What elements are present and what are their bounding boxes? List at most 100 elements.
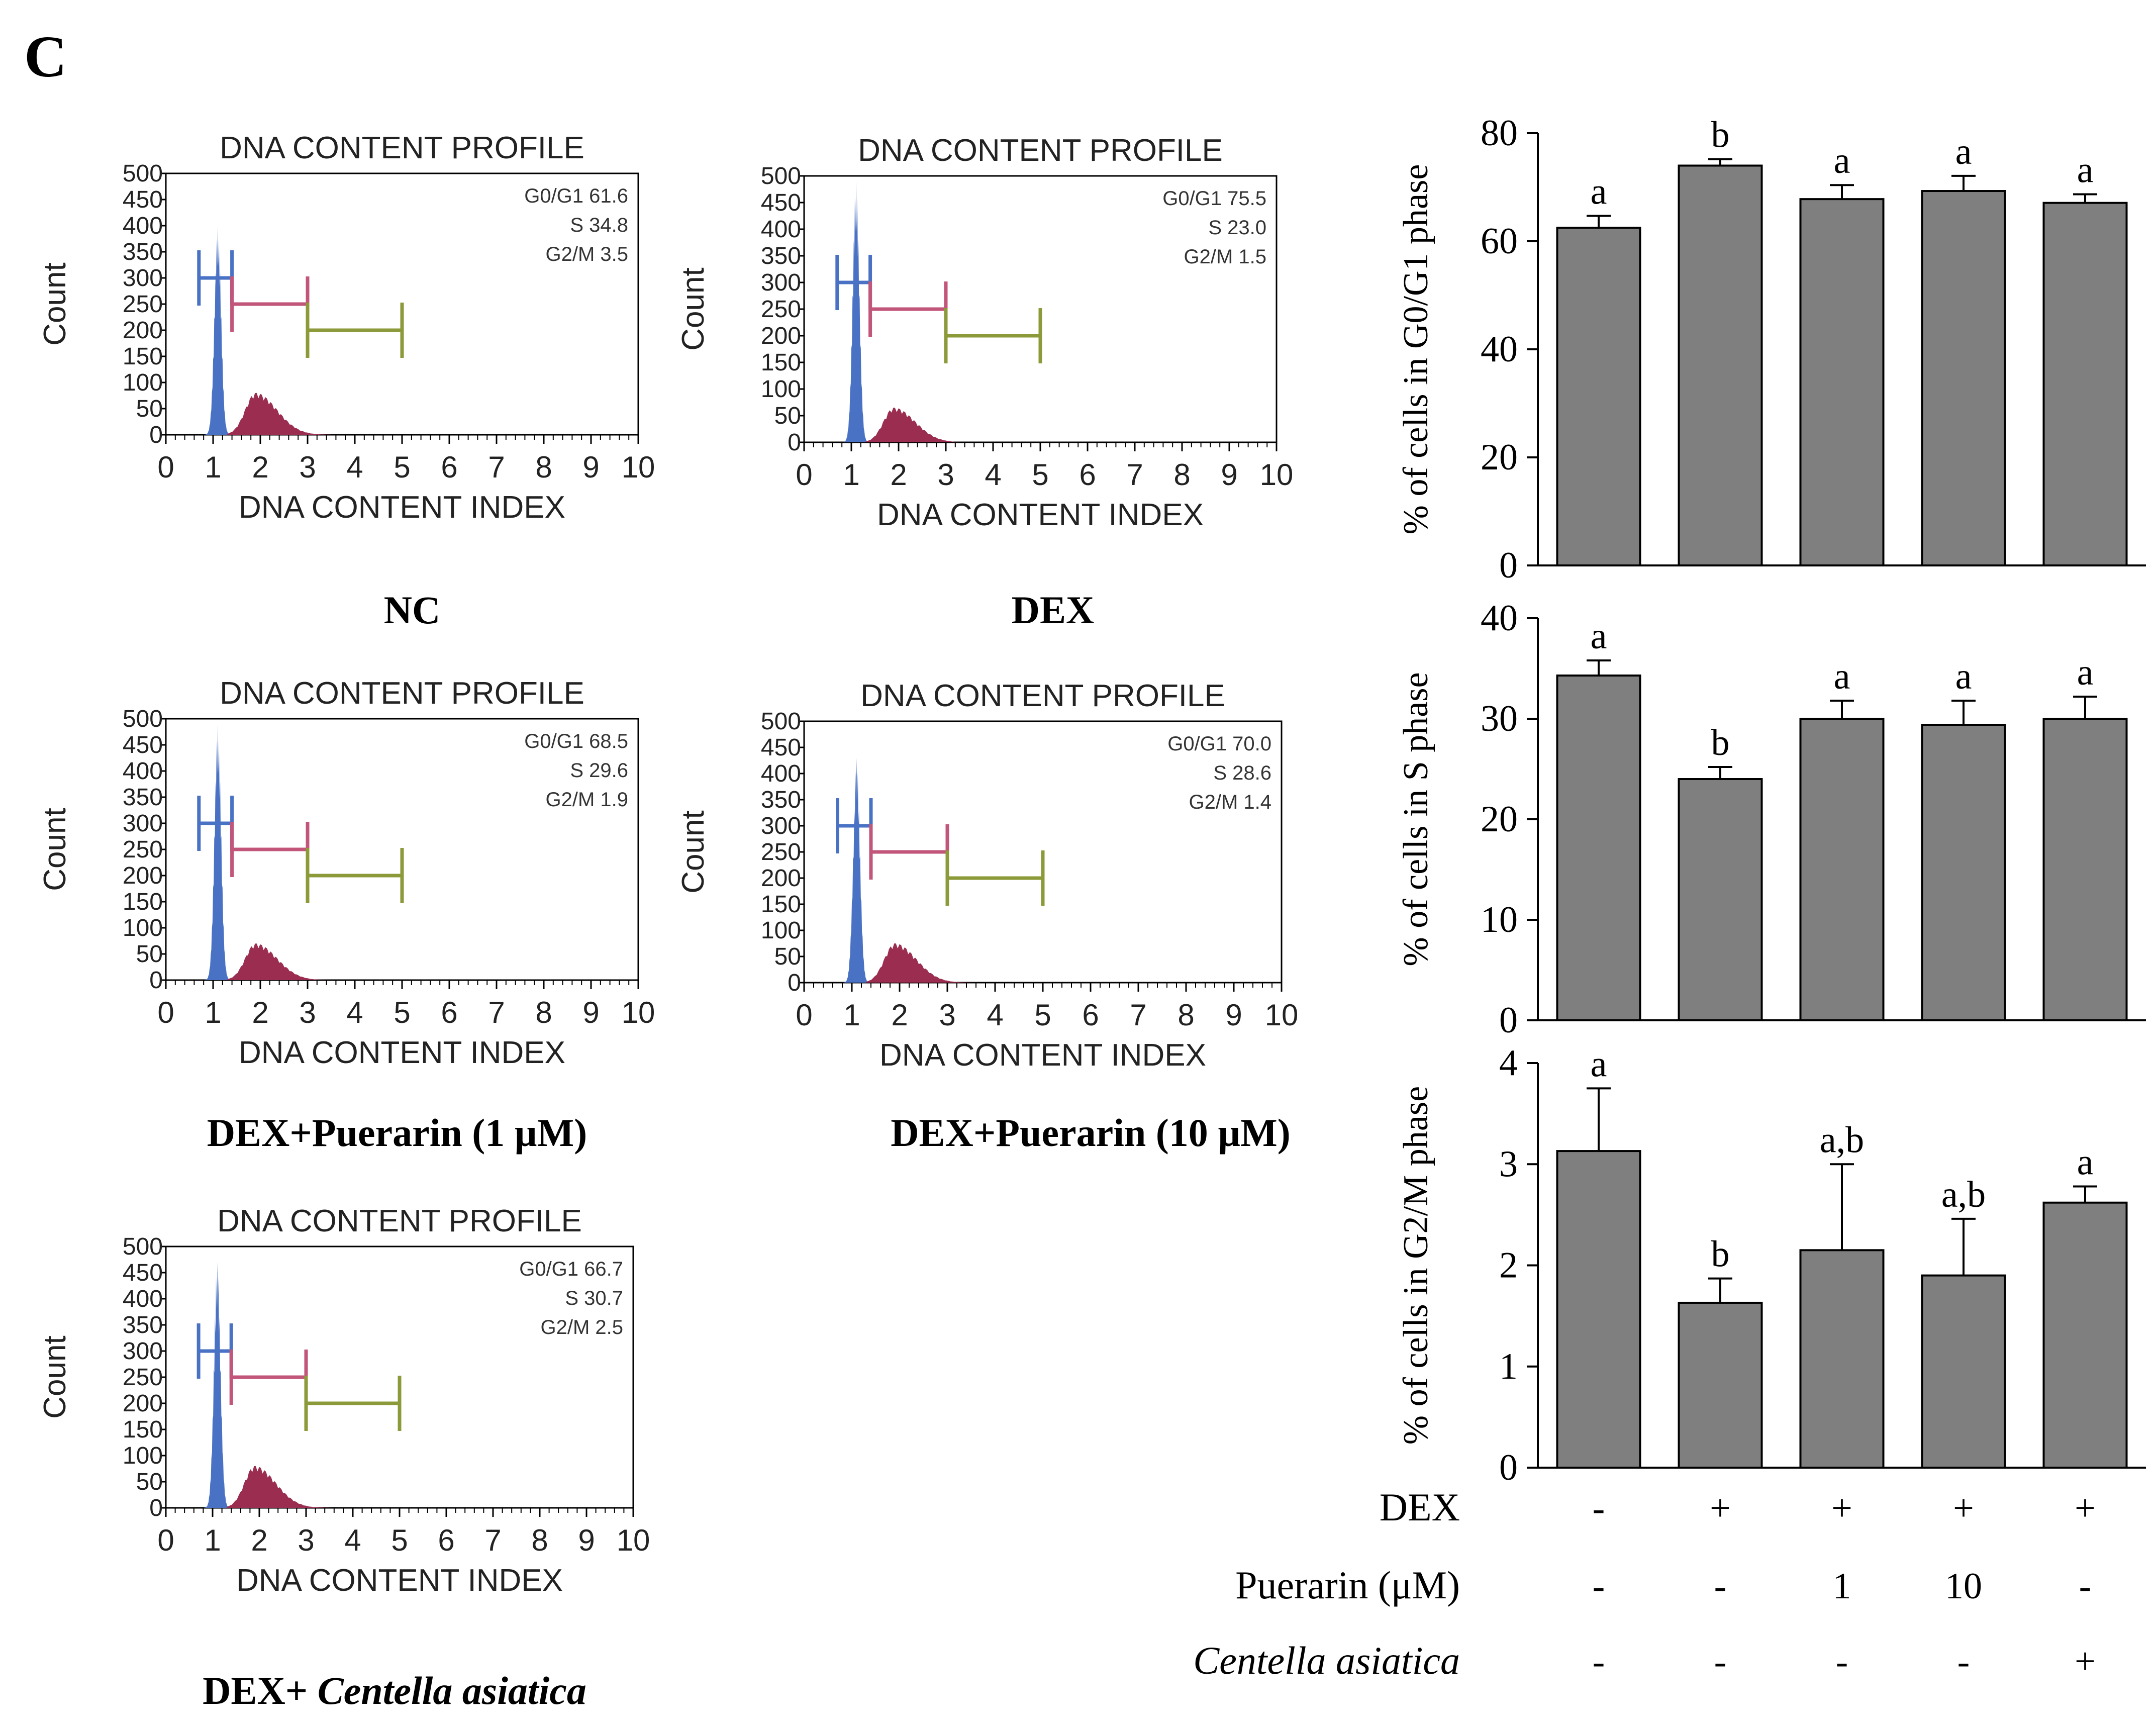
x-tick-label: 5 [1034,998,1051,1032]
y-tick-label: 0 [1499,545,1518,586]
y-axis-title: Count [676,267,711,350]
x-tick-label: 9 [1225,998,1242,1032]
y-tick-label: 350 [123,784,163,811]
x-tick-label: 0 [796,458,812,492]
y-tick-label: 500 [123,706,163,732]
bar [1556,1150,1641,1469]
s-phase-hump [866,943,971,983]
x-tick-label: 10 [622,450,655,484]
stat-g2m: G2/M 1.5 [1184,246,1266,268]
x-tick-label: 7 [1126,458,1143,492]
y-tick-label: 100 [761,917,801,944]
stat-g2m: G2/M 1.9 [545,789,628,811]
y-tick-label: 0 [1499,1000,1518,1041]
significance-letter: a,b [1820,1119,1864,1161]
g0g1-peak [203,1262,232,1508]
stat-g2m: G2/M 3.5 [545,243,628,265]
x-tick-label: 0 [157,450,174,484]
y-tick-label: 100 [123,369,163,396]
y-tick-label: 350 [123,1312,163,1338]
x-tick-label: 1 [205,450,221,484]
bar [1556,227,1641,566]
x-tick-label: 2 [252,450,268,484]
y-tick-label: 100 [761,376,801,403]
y-tick-label: 300 [123,1338,163,1365]
treatment-value: + [2075,1641,2096,1682]
histogram-caption: DEX [1012,588,1095,632]
x-tick-label: 0 [796,998,812,1032]
x-axis-title: DNA CONTENT INDEX [239,490,565,525]
y-tick-label: 200 [761,323,801,349]
stat-g0g1: G0/G1 68.5 [524,730,628,752]
x-tick-label: 0 [157,1523,174,1557]
bar [2042,1201,2128,1469]
x-tick-label: 5 [1032,458,1048,492]
y-tick-label: 4 [1499,1042,1518,1084]
histogram-caption: NC [384,588,441,632]
x-tick-label: 6 [441,450,457,484]
stat-s: S 34.8 [570,214,628,236]
x-tick-label: 5 [391,1523,408,1557]
treatment-value: + [1710,1488,1731,1529]
x-tick-label: 6 [1079,458,1096,492]
y-tick-label: 150 [761,349,801,376]
significance-letter: a [2077,149,2094,190]
significance-letter: b [1711,115,1730,156]
histogram-title: DNA CONTENT PROFILE [860,679,1225,713]
y-tick-label: 450 [123,732,163,758]
y-tick-label: 50 [136,396,163,422]
significance-letter: a [1834,140,1850,181]
caption-prefix: DEX+ [203,1669,318,1712]
y-tick-label: 150 [123,1416,163,1443]
bar [1678,164,1763,566]
treatment-value: - [1593,1566,1605,1607]
y-tick-label: 80 [1481,113,1518,154]
y-tick-label: 2 [1499,1245,1518,1286]
y-tick-label: 0 [149,1495,163,1521]
y-tick-label: 150 [761,891,801,918]
treatment-value: - [2079,1566,2092,1607]
significance-letter: b [1711,722,1730,763]
bar-chart-s: 0 10 20 30 40 % of cells in S phase a b a a a [1397,598,2146,1041]
treatment-row: DEX - + + + + [1380,1485,2096,1529]
treatment-value: - [1836,1641,1848,1682]
y-tick-label: 500 [123,1233,163,1260]
y-tick-label: 250 [123,1364,163,1391]
histogram-caption: DEX+Puerarin (10 µM) [891,1111,1291,1155]
y-tick-label: 500 [761,163,801,189]
significance-letter: a [1591,616,1607,657]
x-tick-label: 8 [531,1523,548,1557]
y-tick-label: 450 [761,734,801,761]
y-tick-label: 200 [761,865,801,892]
y-tick-label: 450 [123,1260,163,1286]
x-tick-label: 0 [157,996,174,1029]
x-tick-label: 7 [484,1523,501,1557]
y-tick-label: 50 [136,1469,163,1495]
bar [1678,778,1763,1021]
x-tick-label: 7 [488,450,505,484]
y-tick-label: 0 [1499,1447,1518,1488]
significance-letter: a,b [1941,1174,1986,1215]
histogram-caption: DEX+Puerarin (1 µM) [207,1111,587,1155]
y-tick-label: 300 [761,269,801,296]
y-tick-label: 400 [761,760,801,787]
x-tick-label: 6 [1082,998,1099,1032]
bar-chart-g0g1: 0 20 40 60 80 % of cells in G0/G1 phase a b a a a [1397,113,2146,586]
x-axis-title: DNA CONTENT INDEX [879,1038,1206,1073]
histogram-title: DNA CONTENT PROFILE [220,131,584,165]
x-tick-label: 2 [252,996,268,1029]
y-tick-label: 50 [136,941,163,968]
treatment-value: + [1953,1488,1974,1529]
treatment-value: - [1714,1566,1727,1607]
y-tick-label: 200 [123,317,163,344]
x-tick-label: 7 [1130,998,1146,1032]
y-tick-label: 30 [1481,698,1518,739]
bar [1799,718,1885,1021]
stat-s: S 30.7 [565,1287,623,1309]
stat-g2m: G2/M 2.5 [540,1316,623,1338]
bar [1921,724,2006,1021]
x-tick-label: 6 [441,996,457,1029]
